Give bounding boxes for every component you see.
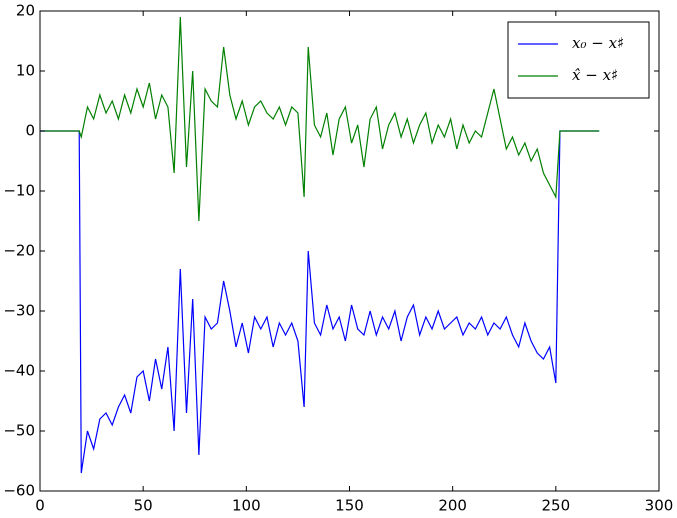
x-tick-label: 150 <box>335 497 364 515</box>
y-tick-label: −50 <box>3 422 35 440</box>
series-line <box>40 16 600 222</box>
y-tick-label: −30 <box>3 302 35 320</box>
y-tick-label: −10 <box>3 182 35 200</box>
x-tick-label: 250 <box>542 497 571 515</box>
y-tick-label: −60 <box>3 482 35 500</box>
y-tick-label: −20 <box>3 242 35 260</box>
y-tick-label: 20 <box>16 2 35 20</box>
x-tick-label: 200 <box>438 497 467 515</box>
legend-label: x̂ − x♯ <box>572 66 618 84</box>
x-tick-label: 0 <box>35 497 45 515</box>
y-tick-label: 0 <box>25 122 35 140</box>
y-tick-label: −40 <box>3 362 35 380</box>
y-tick-label: 10 <box>16 62 35 80</box>
series-line <box>40 130 600 474</box>
x-tick-label: 50 <box>134 497 153 515</box>
x-tick-label: 100 <box>232 497 261 515</box>
x-tick-label: 300 <box>645 497 674 515</box>
legend-label: x₀ − x♯ <box>572 34 624 52</box>
legend-box <box>507 21 650 99</box>
